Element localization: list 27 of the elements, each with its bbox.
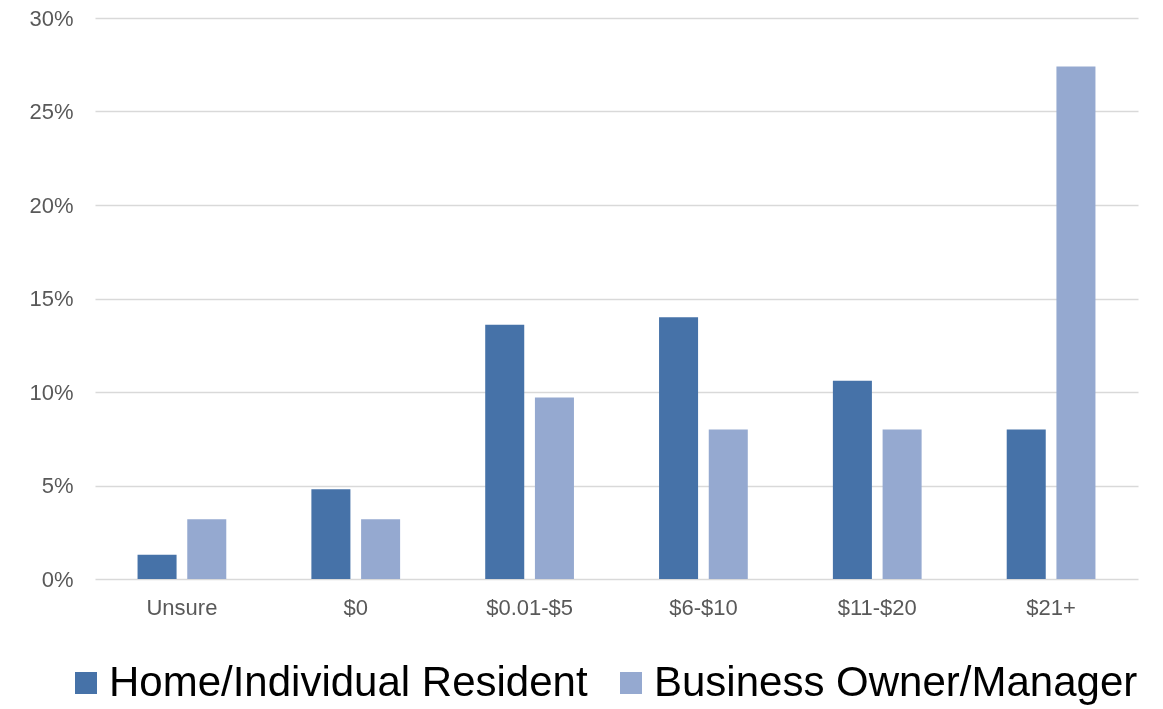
bar [882,429,922,579]
bar [311,489,351,579]
y-tick-label: 15% [29,286,74,311]
y-tick-label: 25% [29,99,74,124]
x-tick-label: $6-$10 [669,594,738,620]
bar [659,317,699,579]
bar [485,324,525,579]
y-tick-label: 30% [29,5,74,31]
y-tick-label: 20% [29,192,74,218]
bar [1056,66,1096,579]
y-tick-label: 0% [41,566,74,592]
bar [187,519,227,579]
bar [832,380,872,579]
y-tick-label: 5% [41,473,74,498]
y-tick-label: 10% [29,379,74,405]
legend-label: Home/Individual Resident [109,658,588,705]
legend-label: Business Owner/Manager [654,658,1138,705]
bar [708,429,748,579]
bar [534,397,574,579]
bar [1006,429,1046,579]
bar [361,519,401,579]
x-tick-label: $11-$20 [837,594,917,620]
x-tick-label: $0 [343,594,368,620]
x-tick-label: Unsure [146,594,218,620]
bar [137,554,177,579]
x-tick-label: $21+ [1026,594,1076,620]
x-tick-label: $0.01-$5 [486,594,574,620]
